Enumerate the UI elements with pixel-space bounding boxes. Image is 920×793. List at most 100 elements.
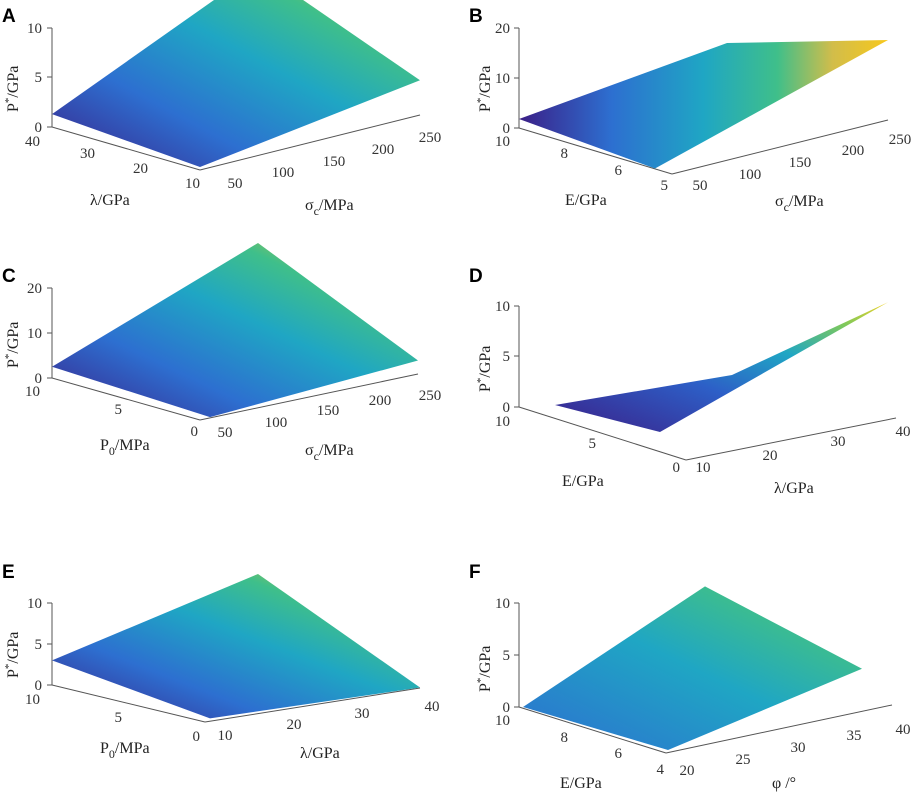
x-axis-line bbox=[199, 114, 421, 171]
x-tick-label: 150 bbox=[323, 154, 346, 170]
y-axis-line bbox=[518, 406, 687, 461]
z-tick-label: 5 bbox=[35, 637, 43, 653]
panel-letter-c: C bbox=[2, 266, 16, 287]
panel-letter-a: A bbox=[2, 6, 16, 27]
y-tick-label: 5 bbox=[115, 710, 123, 726]
y-tick-label: 5 bbox=[661, 178, 669, 194]
x-tick-label: 20 bbox=[763, 448, 778, 464]
surface-mesh bbox=[519, 40, 888, 169]
y-tick-label: 10 bbox=[495, 414, 510, 430]
x-tick-label: 30 bbox=[791, 740, 806, 756]
x-tick-label: 100 bbox=[265, 415, 288, 431]
z-axis-label: P*/GPa bbox=[475, 346, 494, 392]
surface-mesh bbox=[52, 0, 420, 167]
x-axis-line bbox=[671, 119, 889, 175]
z-tick-label: 0 bbox=[503, 400, 511, 416]
y-axis-label: P0/MPa bbox=[100, 740, 150, 761]
z-tick-label: 5 bbox=[35, 70, 43, 86]
surface-mesh bbox=[555, 302, 888, 432]
panel-letter-f: F bbox=[469, 562, 481, 583]
z-axis-label: P*/GPa bbox=[475, 646, 494, 692]
z-tick-label: 20 bbox=[495, 21, 510, 37]
panel-a: A 0 5 10 40 30 20 10 50 100 150 200 250 … bbox=[2, 0, 441, 218]
y-tick-label: 10 bbox=[25, 384, 40, 400]
y-tick-label: 10 bbox=[495, 713, 510, 729]
x-tick-label: 150 bbox=[317, 403, 340, 419]
y-tick-label: 5 bbox=[115, 402, 123, 418]
x-tick-label: 35 bbox=[847, 728, 862, 744]
x-tick-label: 200 bbox=[842, 143, 865, 159]
x-tick-label: 100 bbox=[272, 165, 295, 181]
y-tick-label: 4 bbox=[657, 762, 665, 778]
x-tick-label: 10 bbox=[696, 460, 711, 476]
x-axis-line bbox=[199, 373, 419, 421]
x-axis-label: λ/GPa bbox=[300, 745, 340, 762]
x-axis-label: λ/GPa bbox=[774, 480, 814, 497]
x-axis-label: σc/MPa bbox=[305, 197, 354, 218]
z-tick-label: 10 bbox=[27, 596, 42, 612]
y-tick-label: 0 bbox=[191, 424, 199, 440]
y-axis-label: E/GPa bbox=[560, 775, 602, 792]
y-tick-label: 20 bbox=[133, 161, 148, 177]
x-axis-line bbox=[685, 417, 897, 461]
z-tick-label: 0 bbox=[35, 678, 43, 694]
panel-f: F 0 5 10 10 8 6 4 20 25 30 35 40 P*/GPa … bbox=[469, 562, 911, 792]
z-tick-label: 5 bbox=[503, 349, 511, 365]
z-tick-label: 0 bbox=[35, 120, 43, 136]
x-axis-label: σc/MPa bbox=[775, 193, 824, 214]
x-tick-label: 30 bbox=[355, 706, 370, 722]
z-axis-label: P*/GPa bbox=[3, 632, 22, 678]
y-tick-label: 10 bbox=[25, 692, 40, 708]
panel-c: C 0 10 20 10 5 0 50 100 150 200 250 P*/G… bbox=[2, 243, 441, 463]
x-tick-label: 200 bbox=[372, 142, 395, 158]
x-tick-label: 50 bbox=[693, 178, 708, 194]
panel-letter-d: D bbox=[469, 266, 483, 287]
panel-letter-b: B bbox=[469, 6, 483, 27]
x-tick-label: 40 bbox=[425, 699, 440, 715]
z-axis-label: P*/GPa bbox=[3, 66, 22, 112]
y-axis-line bbox=[51, 684, 206, 723]
y-tick-label: 8 bbox=[561, 730, 569, 746]
y-tick-label: 0 bbox=[193, 729, 201, 745]
x-tick-label: 250 bbox=[419, 130, 442, 146]
z-tick-label: 10 bbox=[495, 299, 510, 315]
y-tick-label: 6 bbox=[615, 746, 623, 762]
panel-letter-e: E bbox=[2, 562, 15, 583]
x-tick-label: 100 bbox=[739, 167, 762, 183]
x-axis-line bbox=[665, 704, 893, 754]
x-tick-label: 20 bbox=[287, 717, 302, 733]
z-tick-label: 10 bbox=[495, 71, 510, 87]
x-axis-label: φ /° bbox=[772, 775, 796, 792]
y-tick-label: 10 bbox=[495, 134, 510, 150]
y-tick-label: 10 bbox=[185, 176, 200, 192]
surface-mesh bbox=[52, 574, 420, 719]
z-tick-label: 0 bbox=[503, 121, 511, 137]
x-tick-label: 40 bbox=[896, 424, 911, 440]
z-tick-label: 0 bbox=[35, 371, 43, 387]
surface-mesh bbox=[523, 586, 862, 750]
x-tick-label: 25 bbox=[736, 752, 751, 768]
z-tick-label: 10 bbox=[27, 326, 42, 342]
y-axis-label: P0/MPa bbox=[100, 437, 150, 458]
x-tick-label: 200 bbox=[369, 393, 392, 409]
x-axis-line bbox=[204, 687, 421, 723]
y-tick-label: 8 bbox=[561, 146, 569, 162]
z-axis-label: P*/GPa bbox=[3, 322, 22, 368]
y-tick-label: 5 bbox=[589, 436, 597, 452]
z-tick-label: 10 bbox=[495, 596, 510, 612]
x-tick-label: 250 bbox=[889, 132, 912, 148]
y-tick-label: 30 bbox=[80, 146, 95, 162]
y-tick-label: 0 bbox=[673, 460, 681, 476]
x-tick-label: 40 bbox=[896, 722, 911, 738]
panel-d: D 0 5 10 10 5 0 10 20 30 40 P*/GPa E/GPa… bbox=[469, 266, 911, 497]
z-tick-label: 0 bbox=[503, 700, 511, 716]
x-tick-label: 50 bbox=[218, 425, 233, 441]
panel-e: E 0 5 10 10 5 0 10 20 30 40 P*/GPa P0/MP… bbox=[2, 562, 440, 762]
x-tick-label: 50 bbox=[228, 176, 243, 192]
x-tick-label: 150 bbox=[789, 155, 812, 171]
x-tick-label: 10 bbox=[218, 728, 233, 744]
y-tick-label: 6 bbox=[615, 163, 623, 179]
x-axis-label: σc/MPa bbox=[305, 442, 354, 463]
y-tick-label: 40 bbox=[25, 134, 40, 150]
